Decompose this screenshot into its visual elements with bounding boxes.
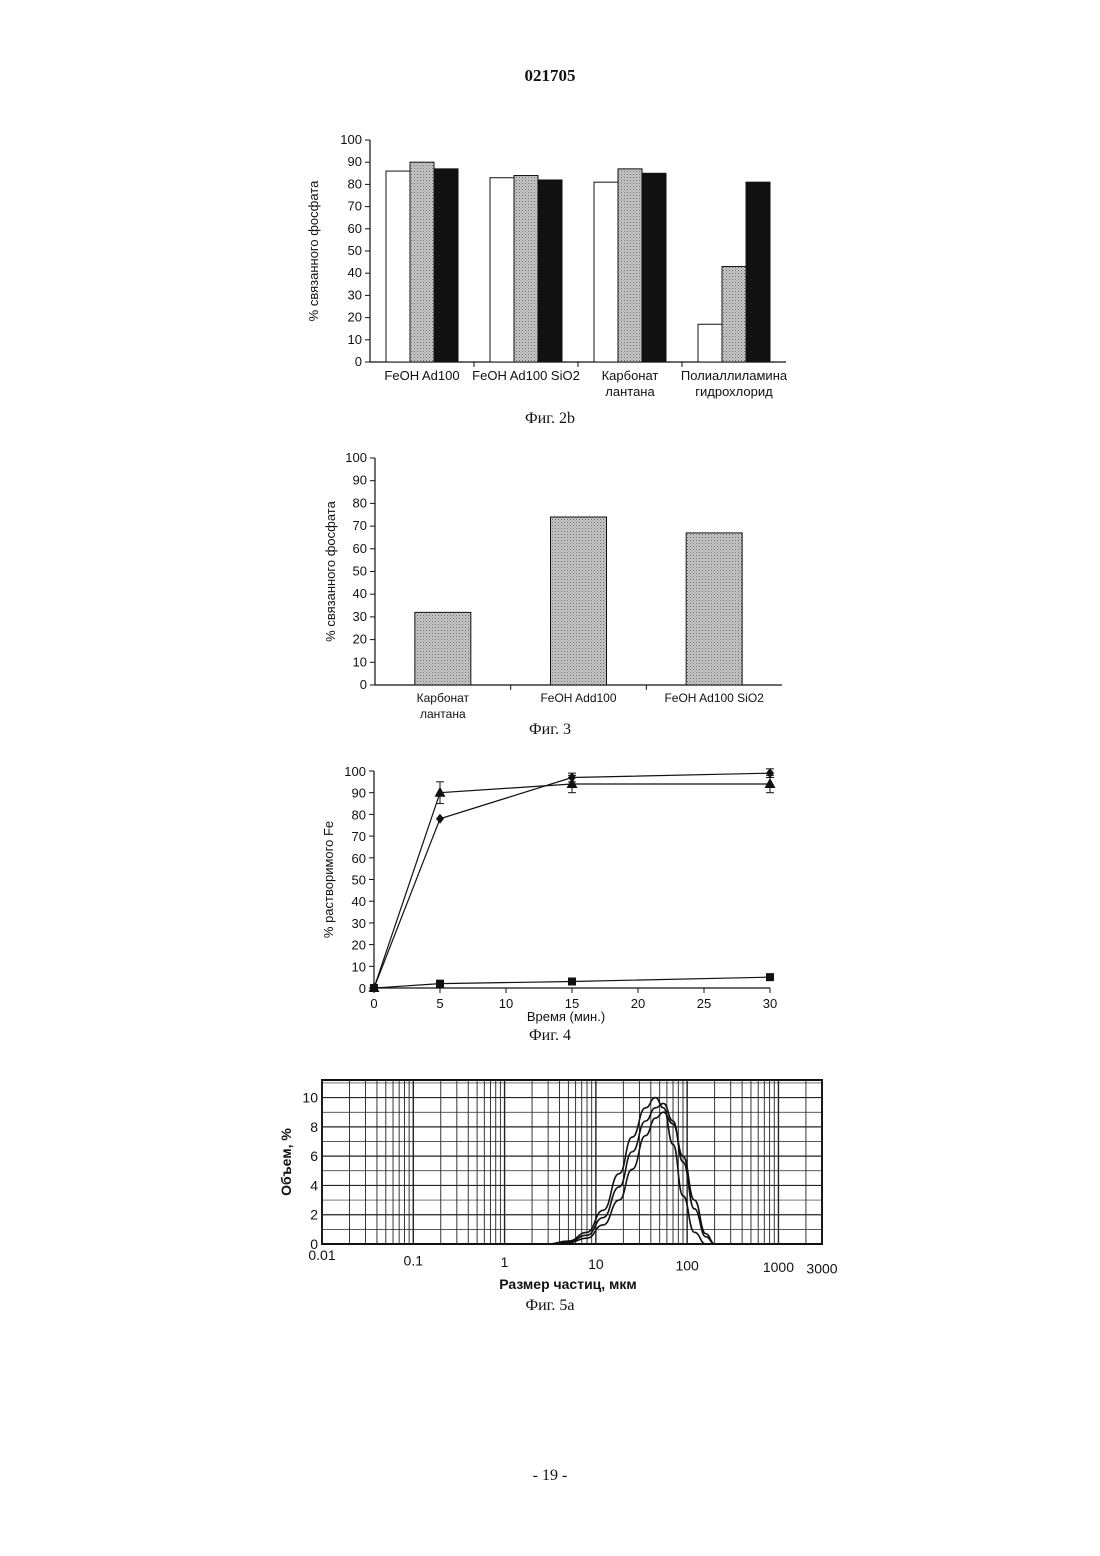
x-tick-label: 1	[501, 1254, 509, 1270]
y-tick-label: 4	[310, 1177, 318, 1193]
page-number: - 19 -	[0, 1467, 1100, 1485]
x-tick-label: 0.1	[404, 1253, 424, 1269]
x-tick-label: 100	[675, 1257, 699, 1273]
y-tick-label: 10	[302, 1090, 318, 1106]
y-axis-label: Объем, %	[278, 1128, 294, 1196]
figure-5a-chart: 02468100.010.111010010003000Объем, %Разм…	[0, 0, 1100, 1330]
x-axis-label: Размер частиц, мкм	[499, 1276, 637, 1292]
x-tick-label: 1000	[763, 1259, 794, 1275]
y-tick-label: 8	[310, 1119, 318, 1135]
y-tick-label: 6	[310, 1148, 318, 1164]
y-tick-label: 2	[310, 1207, 318, 1223]
plot-frame	[322, 1080, 822, 1244]
x-tick-label: 3000	[806, 1261, 837, 1277]
x-tick-label: 10	[588, 1256, 604, 1272]
x-tick-label: 0.01	[308, 1247, 335, 1263]
figure-caption: Фиг. 5a	[525, 1297, 574, 1314]
